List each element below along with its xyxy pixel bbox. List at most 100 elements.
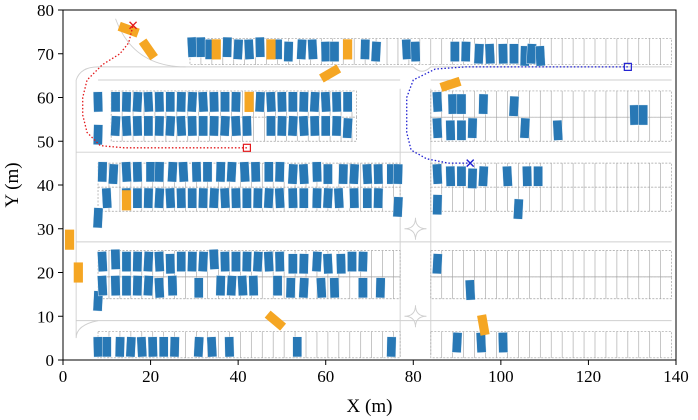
parked-vehicle [208, 91, 220, 113]
parked-vehicle [186, 36, 198, 58]
parked-vehicle [522, 165, 533, 187]
parked-vehicle [342, 117, 353, 139]
parked-vehicle [497, 332, 509, 353]
parked-vehicle [202, 161, 213, 183]
parked-vehicle [193, 277, 204, 299]
parked-vehicle [226, 161, 237, 183]
parked-vehicle [248, 275, 259, 297]
parked-vehicle [143, 115, 154, 137]
parked-vehicle [432, 194, 443, 216]
parked-vehicle [101, 336, 112, 358]
parked-vehicle [298, 91, 309, 113]
parked-vehicle [298, 163, 310, 185]
row-outline [97, 186, 401, 212]
parked-vehicle [176, 251, 187, 272]
parked-vehicle [239, 161, 251, 183]
parked-vehicle [125, 336, 137, 358]
parked-vehicle [110, 248, 121, 270]
parked-vehicle [331, 115, 342, 137]
parked-vehicle [231, 251, 241, 272]
parked-vehicle [154, 277, 165, 299]
obstacle-vehicle [264, 310, 287, 331]
parked-vehicle [191, 161, 202, 183]
parked-vehicle [132, 251, 143, 272]
parked-vehicle [193, 336, 205, 358]
parked-vehicle [484, 43, 496, 65]
parked-vehicle [287, 187, 298, 209]
parked-vehicle [154, 115, 165, 137]
parked-vehicle [237, 275, 248, 297]
parked-vehicle [287, 163, 299, 185]
parked-vehicle [215, 275, 226, 297]
parked-vehicle [456, 165, 467, 187]
parked-vehicle [208, 248, 220, 270]
parking-row-12 [430, 276, 672, 300]
parked-vehicle [460, 41, 471, 62]
parked-vehicle [154, 161, 165, 183]
parked-vehicle [197, 251, 209, 273]
parked-vehicle [322, 253, 334, 275]
parked-vehicle [108, 163, 119, 185]
x-tick-label: 80 [405, 367, 422, 386]
y-tick-label: 60 [37, 89, 54, 108]
road-outlines [75, 18, 672, 356]
parked-vehicle [276, 91, 287, 113]
parked-vehicle [198, 187, 209, 209]
road-edge-6 [75, 80, 99, 339]
parked-vehicle [110, 115, 121, 137]
parked-vehicle [263, 251, 275, 273]
parking-row-3 [430, 90, 672, 118]
parked-vehicle [121, 275, 132, 296]
parked-vehicle [186, 91, 198, 113]
route2-start-marker [623, 62, 632, 71]
parked-vehicle [121, 251, 132, 272]
parked-vehicle [296, 38, 307, 60]
parked-vehicle [347, 251, 357, 272]
parked-vehicle [272, 275, 283, 296]
parked-vehicle [222, 36, 233, 58]
parked-vehicle [143, 91, 154, 113]
parked-vehicle [220, 91, 230, 113]
parked-vehicle [136, 336, 148, 358]
parked-vehicle [432, 163, 443, 185]
parked-vehicle [392, 196, 404, 218]
parked-vehicle [307, 38, 318, 60]
parked-vehicle [208, 187, 220, 209]
parked-vehicle [283, 41, 294, 62]
parked-vehicle [252, 187, 263, 209]
parked-vehicle [265, 91, 277, 113]
parked-vehicle [143, 251, 154, 273]
parked-vehicle [274, 161, 285, 183]
obstacle-vehicle [319, 64, 342, 83]
obstacle-vehicles [64, 21, 490, 336]
parked-vehicle [534, 45, 546, 67]
y-tick-label: 30 [37, 220, 54, 239]
parked-vehicle [219, 187, 231, 209]
roundabout-0 [404, 217, 427, 240]
parked-vehicle [360, 38, 371, 60]
parked-vehicle [508, 95, 520, 117]
route1-goal-marker [129, 21, 138, 30]
parked-vehicle [358, 277, 368, 299]
obstacle-vehicle [439, 76, 462, 92]
parked-vehicle [361, 163, 373, 185]
parked-vehicle [175, 115, 187, 137]
parked-vehicle [195, 36, 206, 58]
parked-vehicle [219, 251, 231, 272]
route2-path [406, 66, 628, 164]
parked-vehicle [298, 115, 310, 137]
route2-goal-marker [466, 159, 475, 168]
parked-vehicle [176, 91, 187, 113]
obstacle-vehicle [211, 39, 221, 60]
parked-vehicle [323, 163, 333, 185]
x-tick-label: 140 [663, 367, 689, 386]
row-outline [97, 250, 401, 278]
parked-vehicle [331, 91, 342, 113]
parked-vehicle [445, 119, 456, 141]
parked-vehicle [254, 36, 266, 58]
parked-vehicle [121, 115, 132, 137]
parked-vehicle [187, 187, 197, 209]
parked-vehicle [121, 161, 132, 183]
parked-vehicle [519, 117, 531, 139]
